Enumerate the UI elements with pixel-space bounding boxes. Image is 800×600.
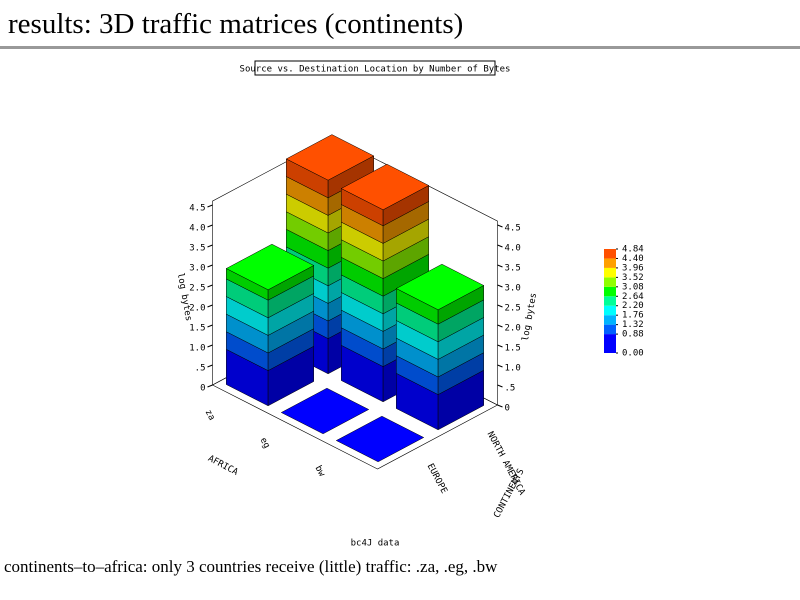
- z-tick: [207, 244, 213, 248]
- chart-title: Source vs. Destination Location by Numbe…: [240, 65, 511, 75]
- x-tick-label: za: [203, 408, 217, 422]
- colorbar-swatch: [604, 305, 616, 316]
- y-tick-label: EUROPE: [425, 462, 449, 495]
- z-tick-label: 3.5: [505, 264, 521, 274]
- z-tick: [497, 324, 503, 328]
- colorbar-swatch: [604, 296, 616, 306]
- z-tick-label: 1.0: [505, 364, 521, 374]
- z-axis-title: log bytes: [521, 292, 539, 342]
- colorbar-label: 1.76: [622, 311, 644, 321]
- z-tick-label: 3.0: [189, 264, 205, 274]
- bar-top: [395, 263, 485, 311]
- z-tick-label: 3.0: [505, 284, 521, 294]
- z-tick: [207, 304, 213, 308]
- colorbar-swatch: [604, 249, 616, 259]
- z-tick-label: .5: [195, 364, 206, 374]
- chart-footer: bc4J data: [351, 539, 400, 549]
- z-tick: [497, 284, 503, 288]
- z-tick-label: 0: [200, 384, 205, 394]
- colorbar-swatch: [604, 277, 616, 287]
- colorbar-swatch: [604, 324, 616, 335]
- colorbar-label: 3.08: [622, 282, 644, 292]
- z-tick: [497, 264, 503, 268]
- z-axis-title: log bytes: [175, 272, 193, 322]
- z-tick: [497, 344, 503, 348]
- slide-title: results: 3D traffic matrices (continents…: [8, 8, 464, 40]
- z-tick-label: 4.5: [189, 204, 205, 214]
- z-tick-label: 1.5: [189, 324, 205, 334]
- header: results: 3D traffic matrices (continents…: [0, 0, 800, 49]
- x-axis-title: AFRICA: [206, 454, 240, 478]
- colorbar-swatch: [604, 286, 616, 297]
- colorbar-label: 0.00: [622, 349, 644, 359]
- z-tick: [207, 204, 213, 208]
- bar: [225, 243, 315, 407]
- bar-top: [335, 415, 425, 463]
- z-tick: [497, 364, 503, 368]
- bar-top: [225, 243, 315, 291]
- z-tick-label: 0: [505, 404, 510, 414]
- z-tick: [207, 324, 213, 328]
- colorbar-label: 2.64: [622, 292, 644, 302]
- z-tick: [207, 364, 213, 368]
- z-tick: [497, 384, 503, 388]
- z-tick: [207, 224, 213, 228]
- colorbar-label: 4.84: [622, 245, 644, 255]
- colorbar-swatch: [604, 315, 616, 325]
- z-tick: [497, 304, 503, 308]
- colorbar-label: 4.40: [622, 254, 644, 264]
- z-tick: [207, 384, 213, 388]
- bar: [280, 387, 370, 435]
- z-tick: [207, 344, 213, 348]
- title-box: [254, 60, 496, 76]
- z-tick-label: 2.5: [189, 284, 205, 294]
- z-tick-label: .5: [505, 384, 516, 394]
- colorbar-label: 3.52: [622, 273, 644, 283]
- colorbar-swatch: [604, 334, 616, 353]
- colorbar-label: 3.96: [622, 263, 644, 273]
- z-tick: [207, 284, 213, 288]
- chart: Source vs. Destination Location by Numbe…: [175, 60, 644, 549]
- x-tick-label: eg: [258, 436, 272, 450]
- colorbar-label: 2.20: [622, 301, 644, 311]
- caption: continents–to–africa: only 3 countries r…: [4, 557, 498, 576]
- z-tick: [207, 264, 213, 268]
- z-tick-label: 4.0: [189, 224, 205, 234]
- z-tick: [497, 404, 503, 408]
- z-tick-label: 3.5: [189, 244, 205, 254]
- z-tick-label: 4.0: [505, 244, 521, 254]
- z-tick-label: 2.0: [189, 304, 205, 314]
- colorbar-swatch: [604, 267, 616, 278]
- colorbar-label: 0.88: [622, 330, 644, 340]
- z-tick-label: 4.5: [505, 224, 521, 234]
- bar: [395, 263, 485, 431]
- z-tick: [497, 244, 503, 248]
- z-tick-label: 1.5: [505, 344, 521, 354]
- z-tick-label: 2.5: [505, 304, 521, 314]
- y-tick-label: NORTH AMERICA: [485, 430, 527, 497]
- z-tick: [497, 224, 503, 228]
- bar: [335, 415, 425, 463]
- x-tick-label: bw: [313, 464, 327, 479]
- colorbar-label: 1.32: [622, 320, 644, 330]
- z-tick-label: 1.0: [189, 344, 205, 354]
- z-tick-label: 2.0: [505, 324, 521, 334]
- bar-top: [285, 134, 375, 181]
- bar-top: [340, 163, 430, 211]
- bar-top: [280, 387, 370, 435]
- colorbar-swatch: [604, 258, 616, 268]
